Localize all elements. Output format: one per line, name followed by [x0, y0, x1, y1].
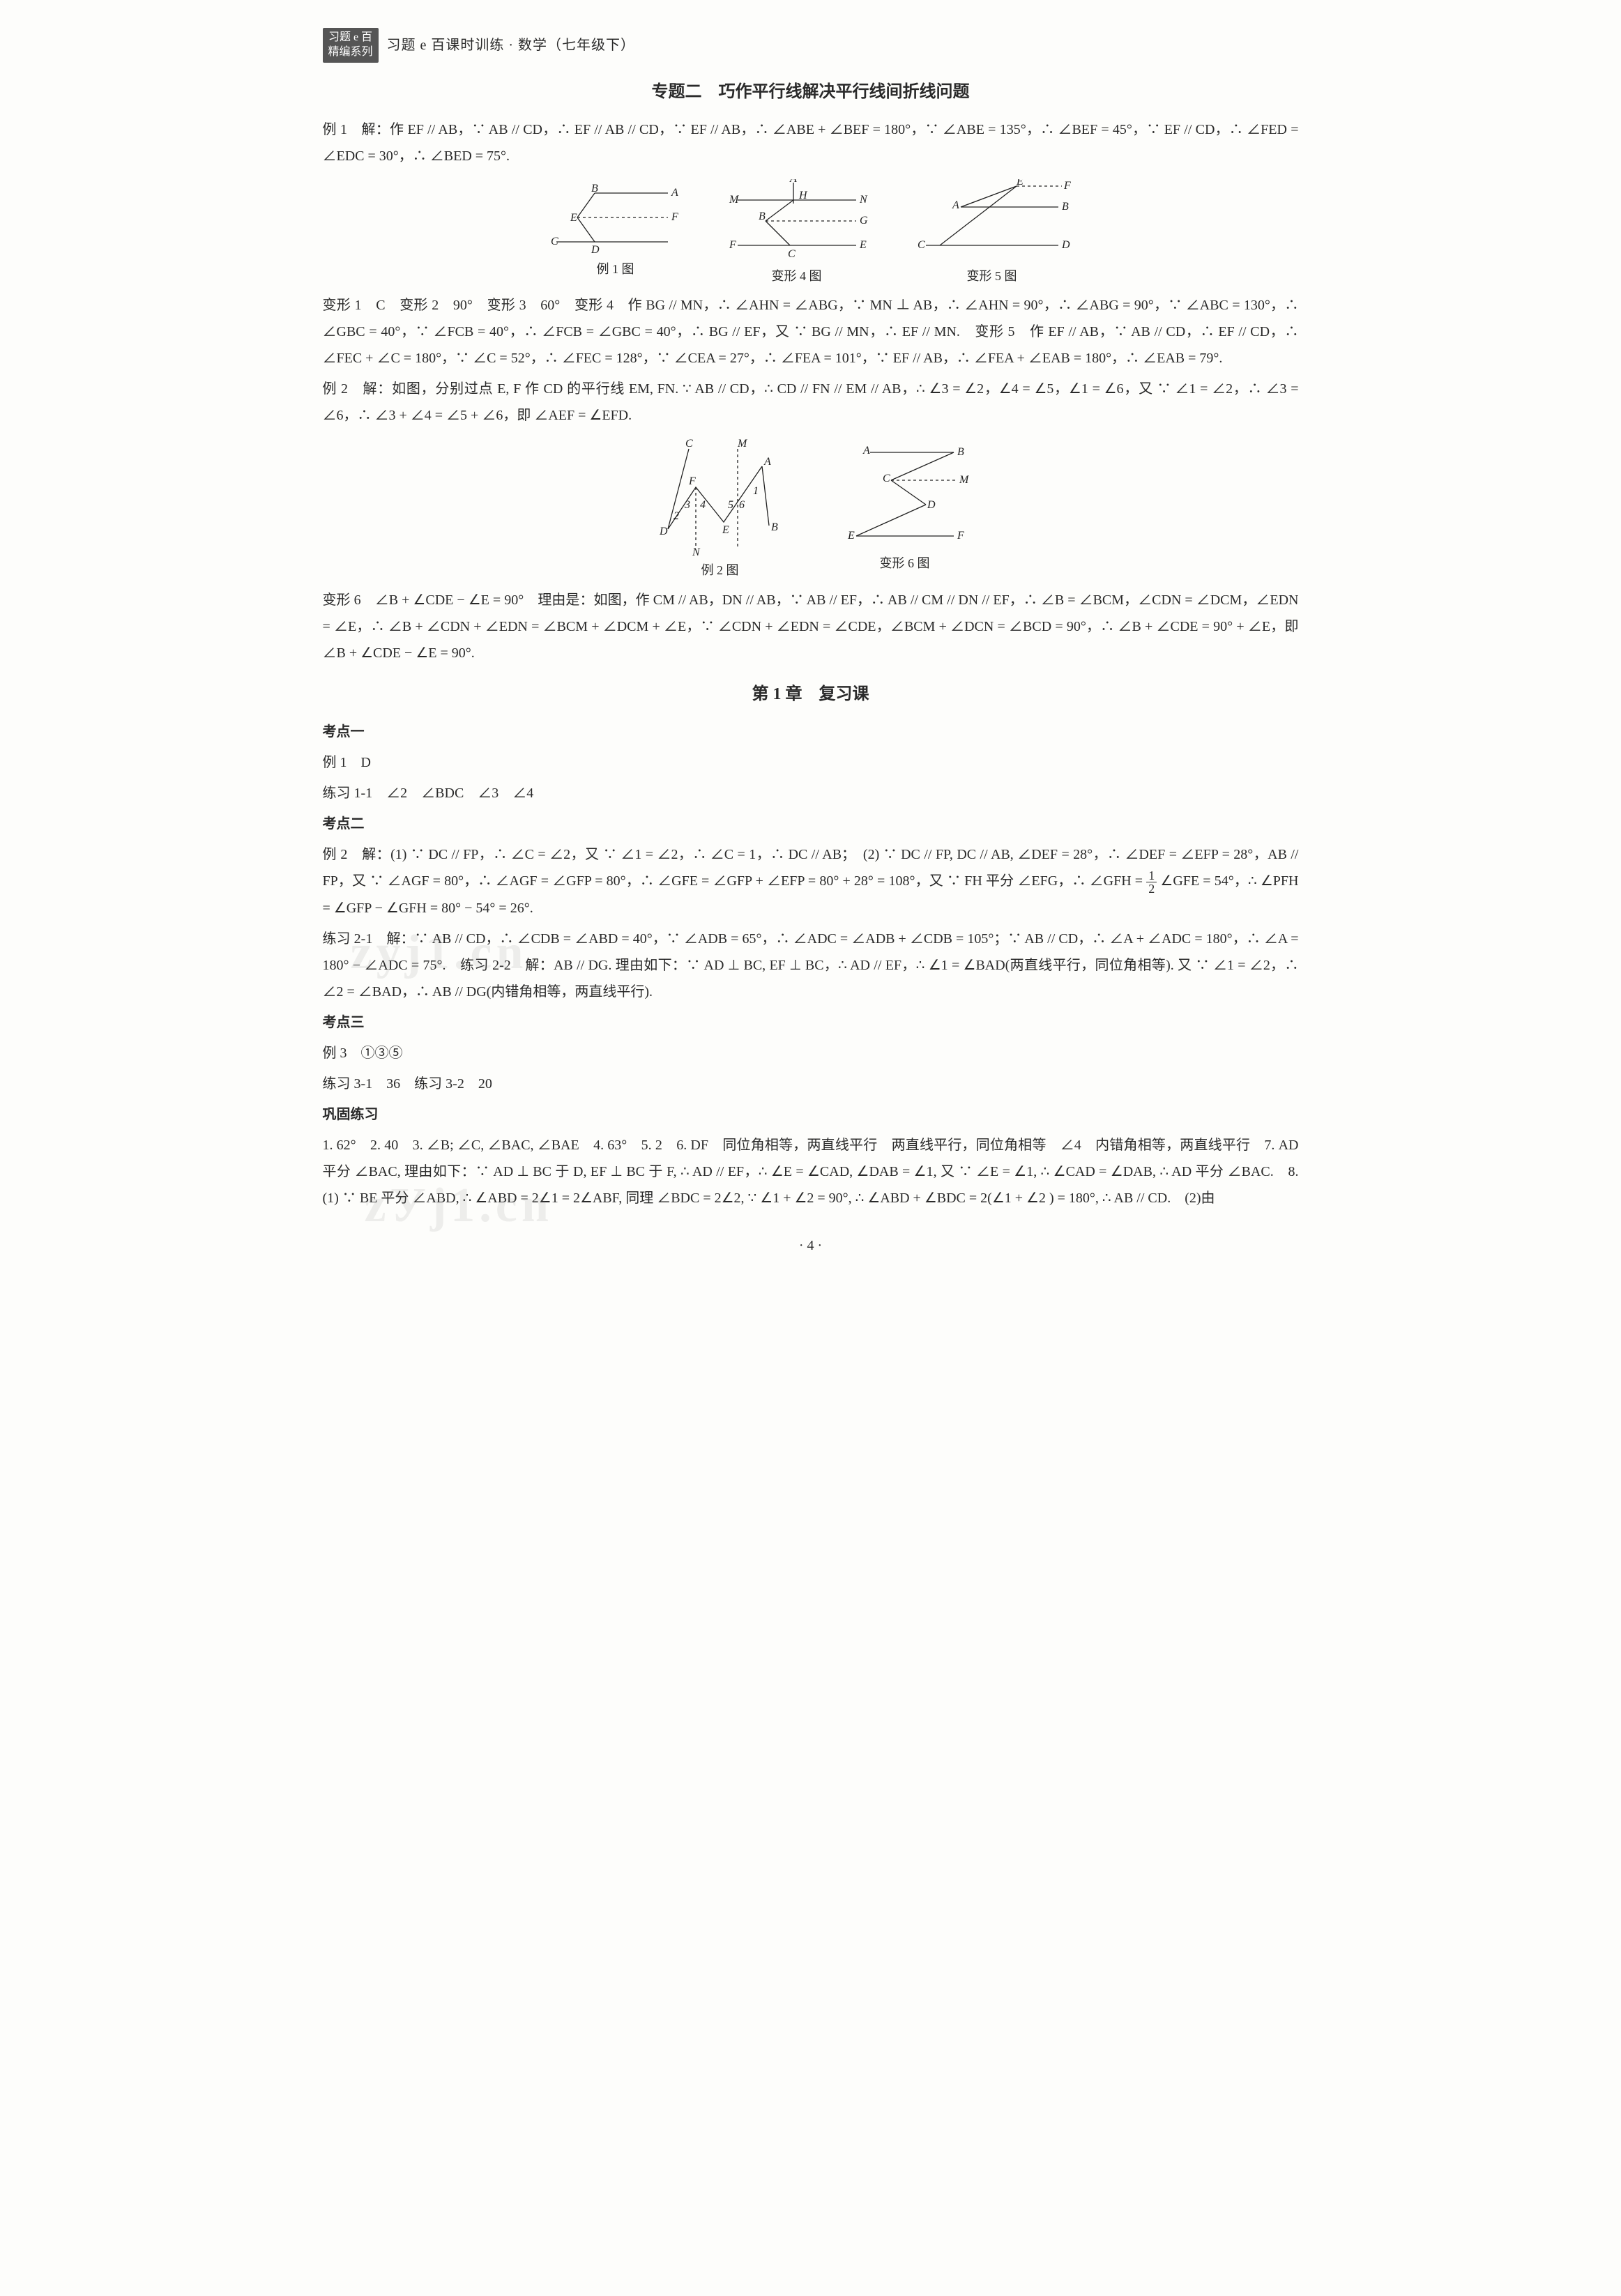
- svg-text:A: A: [789, 179, 797, 185]
- gonggu-body: 1. 62° 2. 40 3. ∠B; ∠C, ∠BAC, ∠BAE 4. 63…: [323, 1132, 1299, 1211]
- svg-text:N: N: [692, 546, 701, 557]
- svg-text:B: B: [771, 521, 778, 533]
- series-badge: 习题 e 百 精编系列: [323, 28, 379, 63]
- bianxing-6: 变形 6 ∠B + ∠CDE − ∠E = 90° 理由是：如图，作 CM //…: [323, 587, 1299, 666]
- figure-bx4: A M N H B G F C E 变形 4 图: [724, 179, 870, 288]
- page-footer: · 4 ·: [323, 1232, 1299, 1259]
- figcap-ex2: 例 2 图: [701, 558, 739, 582]
- svg-text:6: 6: [739, 499, 745, 511]
- figure-ex2: C M A F E D B N 2 3 4 5 6 1 例 2 图: [647, 438, 793, 582]
- kaodian-1: 考点一: [323, 719, 1299, 745]
- figure-row-2: C M A F E D B N 2 3 4 5 6 1 例 2 图: [323, 438, 1299, 582]
- svg-text:5: 5: [728, 499, 733, 511]
- svg-text:C: C: [788, 248, 796, 260]
- figure-row-1: B A E F C D 例 1 图 A M N H B G: [323, 179, 1299, 288]
- figcap-bx6: 变形 6 图: [880, 551, 930, 575]
- figure-bx6: A B C D M E F 变形 6 图: [835, 438, 975, 582]
- svg-text:F: F: [729, 239, 736, 251]
- svg-text:1: 1: [753, 485, 759, 497]
- s2-ex3: 例 3 ①③⑤: [323, 1040, 1299, 1066]
- svg-text:M: M: [737, 438, 748, 450]
- svg-text:A: A: [952, 199, 959, 211]
- figcap-bx4: 变形 4 图: [772, 264, 822, 288]
- s2-ex1: 例 1 D: [323, 749, 1299, 776]
- svg-text:A: A: [862, 445, 870, 457]
- kaodian-2: 考点二: [323, 811, 1299, 837]
- svg-text:D: D: [1061, 239, 1070, 251]
- svg-text:N: N: [859, 194, 868, 206]
- gonggu-lianxi: 巩固练习: [323, 1101, 1299, 1128]
- svg-text:A: A: [763, 456, 771, 468]
- lianxi-1-1: 练习 1-1 ∠2 ∠BDC ∠3 ∠4: [323, 780, 1299, 806]
- badge-line2: 精编系列: [328, 45, 373, 60]
- example-1: 例 1 解：作 EF // AB，∵ AB // CD，∴ EF // AB /…: [323, 116, 1299, 169]
- svg-text:4: 4: [700, 499, 706, 511]
- svg-text:2: 2: [673, 510, 679, 522]
- svg-text:B: B: [957, 446, 964, 458]
- svg-text:D: D: [591, 244, 600, 256]
- svg-text:H: H: [798, 190, 808, 201]
- svg-text:F: F: [688, 475, 696, 487]
- svg-text:A: A: [671, 187, 678, 199]
- figcap-bx5: 变形 5 图: [967, 264, 1017, 288]
- lianxi-3: 练习 3-1 36 练习 3-2 20: [323, 1071, 1299, 1097]
- kaodian-3: 考点三: [323, 1009, 1299, 1036]
- s2-ex2: 例 2 解：(1) ∵ DC // FP，∴ ∠C = ∠2，又 ∵ ∠1 = …: [323, 841, 1299, 921]
- svg-text:B: B: [1062, 201, 1069, 213]
- svg-text:B: B: [759, 211, 766, 222]
- lianxi-2-1-2: 练习 2-1 解：∵ AB // CD，∴ ∠CDB = ∠ABD = 40°，…: [323, 926, 1299, 1005]
- example-2: 例 2 解：如图，分别过点 E, F 作 CD 的平行线 EM, FN. ∵ A…: [323, 376, 1299, 429]
- svg-text:E: E: [570, 212, 577, 224]
- figure-ex1: B A E F C D 例 1 图: [549, 179, 682, 288]
- svg-text:C: C: [551, 236, 558, 247]
- figcap-ex1: 例 1 图: [597, 257, 634, 281]
- svg-text:C: C: [918, 239, 925, 251]
- svg-text:C: C: [883, 473, 890, 484]
- page-header: 习题 e 百 精编系列 习题 e 百课时训练 · 数学（七年级下）: [323, 28, 1299, 63]
- svg-text:E: E: [722, 524, 729, 536]
- badge-line1: 习题 e 百: [328, 31, 373, 45]
- svg-text:D: D: [659, 526, 668, 537]
- svg-text:E: E: [859, 239, 867, 251]
- svg-text:M: M: [959, 474, 970, 486]
- section1-title: 专题二 巧作平行线解决平行线间折线问题: [323, 77, 1299, 109]
- bianxing-1-5: 变形 1 C 变形 2 90° 变形 3 60° 变形 4 作 BG // MN…: [323, 292, 1299, 372]
- svg-text:F: F: [1063, 180, 1071, 192]
- svg-text:F: F: [957, 530, 964, 542]
- svg-text:D: D: [927, 499, 936, 511]
- section2-title: 第 1 章 复习课: [323, 679, 1299, 711]
- svg-text:B: B: [591, 183, 598, 194]
- svg-text:M: M: [729, 194, 740, 206]
- fraction-half: 12: [1146, 869, 1157, 895]
- book-title: 习题 e 百课时训练 · 数学（七年级下）: [387, 32, 636, 59]
- svg-text:G: G: [860, 215, 868, 227]
- svg-text:F: F: [671, 211, 678, 223]
- svg-text:C: C: [685, 438, 693, 450]
- svg-text:E: E: [847, 530, 855, 542]
- figure-bx5: AB E F CD 变形 5 图: [912, 179, 1072, 288]
- svg-text:3: 3: [684, 499, 690, 511]
